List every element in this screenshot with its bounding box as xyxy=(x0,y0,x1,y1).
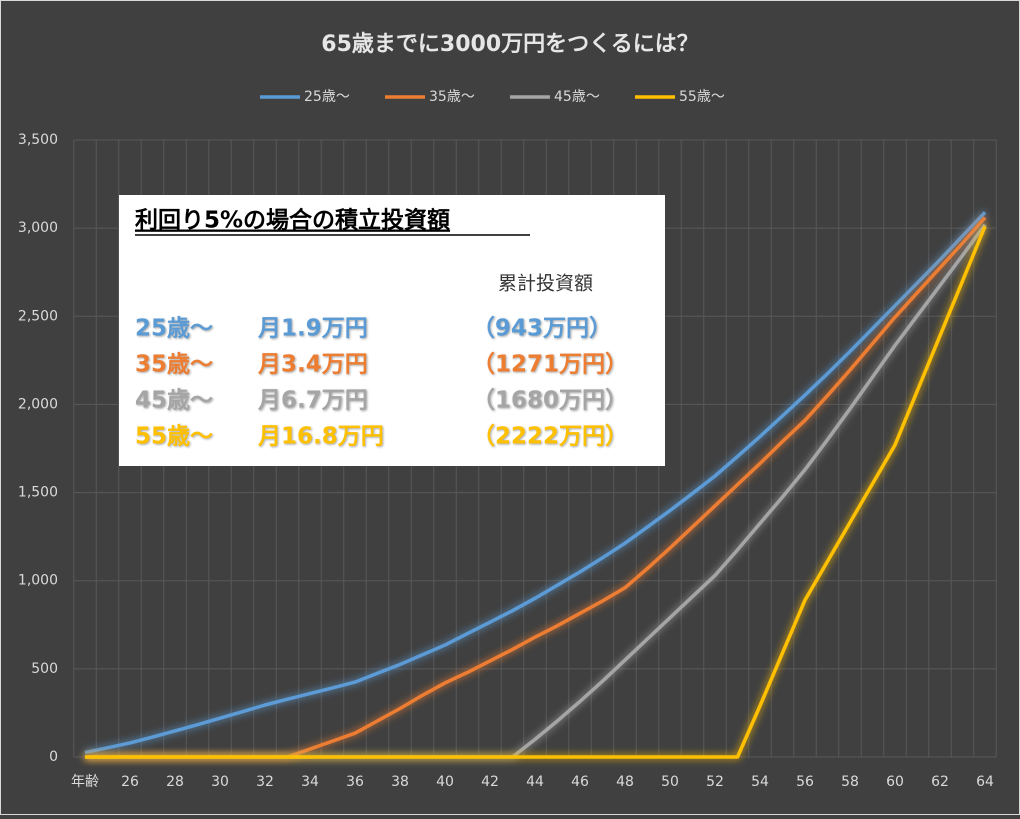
annotation-cell: 月1.9万円 xyxy=(257,316,368,342)
x-tick-label: 38 xyxy=(391,774,409,790)
x-tick-label: 40 xyxy=(436,774,454,790)
annotation-cell: （943万円） xyxy=(472,315,612,342)
x-tick-label: 64 xyxy=(976,774,994,790)
y-tick-label: 1,000 xyxy=(18,573,58,589)
x-tick-label: 32 xyxy=(256,774,274,790)
annotation-cell: 35歳～ xyxy=(135,352,213,378)
x-tick-label: 34 xyxy=(301,774,319,790)
x-tick-label: 62 xyxy=(931,774,949,790)
x-tick-label: 28 xyxy=(166,774,184,790)
x-tick-label: 54 xyxy=(751,774,769,790)
x-tick-label: 26 xyxy=(121,774,139,790)
x-tick-label: 50 xyxy=(661,774,679,790)
y-tick-label: 3,500 xyxy=(18,132,58,148)
series-line xyxy=(85,225,987,759)
annotation-cell: （1271万円） xyxy=(472,351,628,378)
annotation-title: 利回り5%の場合の積立投資額 xyxy=(135,207,450,234)
legend-label: 55歳～ xyxy=(679,89,725,105)
x-tick-label: 60 xyxy=(886,774,904,790)
x-tick-label: 年齢 xyxy=(71,774,99,790)
chart-title: 65歳までに3000万円をつくるには？ xyxy=(321,32,698,57)
y-tick-label: 1,500 xyxy=(18,485,58,501)
x-tick-label: 44 xyxy=(526,774,544,790)
y-tick-label: 0 xyxy=(49,749,58,765)
annotation-cell: 55歳～ xyxy=(135,424,213,450)
annotation-cell: 45歳～ xyxy=(135,388,213,414)
y-tick-label: 2,000 xyxy=(18,396,58,412)
legend-label: 45歳～ xyxy=(554,89,600,105)
legend-label: 25歳～ xyxy=(304,89,350,105)
y-tick-label: 3,000 xyxy=(18,220,58,236)
annotation-header: 累計投資額 xyxy=(498,273,593,295)
legend-label: 35歳～ xyxy=(429,89,475,105)
x-tick-label: 56 xyxy=(796,774,814,790)
x-tick-label: 42 xyxy=(481,774,499,790)
x-tick-label: 48 xyxy=(616,774,634,790)
annotation-cell: 25歳～ xyxy=(135,316,213,342)
y-tick-label: 500 xyxy=(31,661,58,677)
annotation-cell: （2222万円） xyxy=(472,423,628,450)
annotation-cell: 月3.4万円 xyxy=(257,352,368,378)
x-tick-label: 58 xyxy=(841,774,859,790)
x-tick-label: 36 xyxy=(346,774,364,790)
x-tick-label: 46 xyxy=(571,774,589,790)
annotation-box xyxy=(119,195,665,466)
annotation-cell: 月16.8万円 xyxy=(257,424,384,450)
annotation-cell: 月6.7万円 xyxy=(257,388,368,414)
x-tick-label: 30 xyxy=(211,774,229,790)
x-tick-label: 52 xyxy=(706,774,724,790)
annotation-cell: （1680万円） xyxy=(472,387,628,414)
y-tick-label: 2,500 xyxy=(18,308,58,324)
series-line xyxy=(84,211,987,755)
